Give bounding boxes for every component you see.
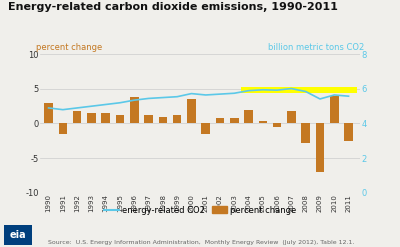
Bar — [130, 97, 138, 124]
Bar — [187, 99, 196, 124]
Bar — [73, 111, 82, 124]
Bar — [116, 115, 124, 124]
Bar — [330, 96, 338, 124]
Bar — [173, 115, 182, 124]
Bar — [273, 124, 282, 127]
Bar — [144, 115, 153, 124]
Legend: energy-related CO2, percent change: energy-related CO2, percent change — [100, 203, 300, 218]
Bar — [87, 113, 96, 124]
Bar — [58, 124, 67, 134]
Text: percent change: percent change — [36, 43, 102, 52]
Bar — [344, 124, 353, 141]
Text: Source:  U.S. Energy Information Administration,  Monthly Energy Review  (July 2: Source: U.S. Energy Information Administ… — [48, 240, 354, 245]
Bar — [230, 118, 238, 124]
Polygon shape — [242, 87, 357, 93]
Text: billion metric tons CO2: billion metric tons CO2 — [268, 43, 364, 52]
Text: eia: eia — [10, 230, 26, 240]
Bar — [202, 124, 210, 134]
Text: Energy-related carbon dioxide emissions, 1990-2011: Energy-related carbon dioxide emissions,… — [8, 2, 338, 12]
Bar — [102, 113, 110, 124]
Bar — [244, 110, 253, 124]
Bar — [302, 124, 310, 143]
Bar — [287, 111, 296, 124]
Bar — [258, 121, 267, 124]
Bar — [158, 117, 167, 124]
Bar — [44, 103, 53, 124]
Bar — [316, 124, 324, 172]
Bar — [216, 118, 224, 124]
